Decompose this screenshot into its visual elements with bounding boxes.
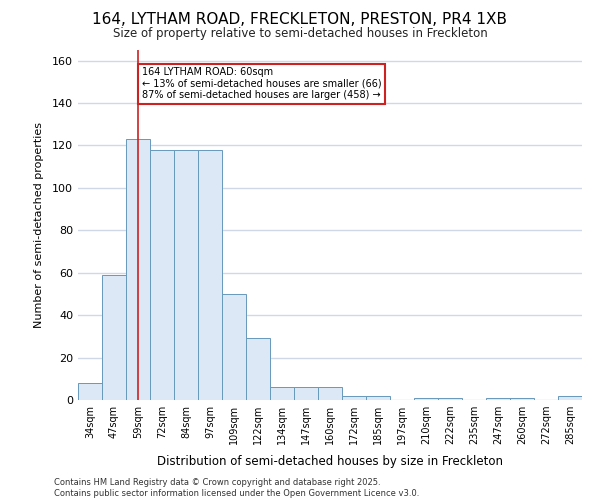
Bar	[558, 396, 582, 400]
Bar	[174, 150, 198, 400]
Text: 164, LYTHAM ROAD, FRECKLETON, PRESTON, PR4 1XB: 164, LYTHAM ROAD, FRECKLETON, PRESTON, P…	[92, 12, 508, 28]
X-axis label: Distribution of semi-detached houses by size in Freckleton: Distribution of semi-detached houses by …	[157, 456, 503, 468]
Bar	[126, 139, 150, 400]
Bar	[366, 396, 390, 400]
Bar	[342, 396, 366, 400]
Bar	[294, 388, 318, 400]
Bar	[198, 150, 222, 400]
Bar	[414, 398, 438, 400]
Bar	[510, 398, 534, 400]
Bar	[318, 388, 342, 400]
Y-axis label: Number of semi-detached properties: Number of semi-detached properties	[34, 122, 44, 328]
Text: Contains HM Land Registry data © Crown copyright and database right 2025.
Contai: Contains HM Land Registry data © Crown c…	[54, 478, 419, 498]
Bar	[438, 398, 462, 400]
Bar	[150, 150, 174, 400]
Bar	[486, 398, 510, 400]
Bar	[102, 275, 126, 400]
Bar	[270, 388, 294, 400]
Bar	[246, 338, 270, 400]
Text: Size of property relative to semi-detached houses in Freckleton: Size of property relative to semi-detach…	[113, 28, 487, 40]
Text: 164 LYTHAM ROAD: 60sqm
← 13% of semi-detached houses are smaller (66)
87% of sem: 164 LYTHAM ROAD: 60sqm ← 13% of semi-det…	[142, 67, 381, 100]
Bar	[78, 383, 102, 400]
Bar	[222, 294, 246, 400]
